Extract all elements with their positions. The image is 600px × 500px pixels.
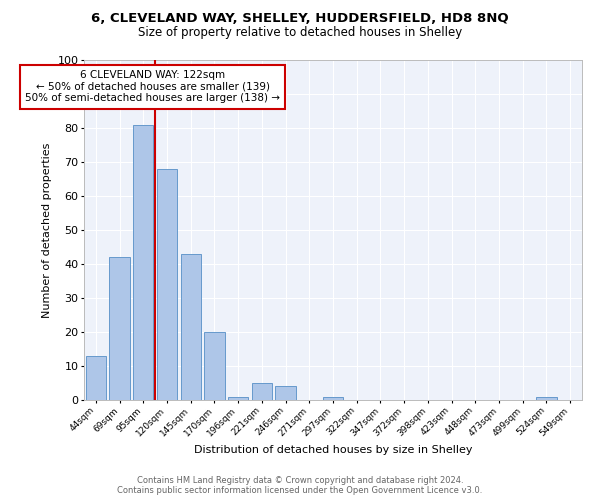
Bar <box>86 356 106 400</box>
Bar <box>157 169 177 400</box>
Bar <box>133 124 154 400</box>
Text: 6, CLEVELAND WAY, SHELLEY, HUDDERSFIELD, HD8 8NQ: 6, CLEVELAND WAY, SHELLEY, HUDDERSFIELD,… <box>91 12 509 26</box>
Bar <box>252 383 272 400</box>
Text: 6 CLEVELAND WAY: 122sqm
← 50% of detached houses are smaller (139)
50% of semi-d: 6 CLEVELAND WAY: 122sqm ← 50% of detache… <box>25 70 280 103</box>
Bar <box>109 257 130 400</box>
Bar <box>275 386 296 400</box>
Text: Size of property relative to detached houses in Shelley: Size of property relative to detached ho… <box>138 26 462 39</box>
Y-axis label: Number of detached properties: Number of detached properties <box>42 142 52 318</box>
Bar <box>323 396 343 400</box>
Text: Contains HM Land Registry data © Crown copyright and database right 2024.
Contai: Contains HM Land Registry data © Crown c… <box>118 476 482 495</box>
Bar <box>181 254 201 400</box>
Bar <box>536 396 557 400</box>
Bar <box>205 332 224 400</box>
X-axis label: Distribution of detached houses by size in Shelley: Distribution of detached houses by size … <box>194 444 472 454</box>
Bar <box>228 396 248 400</box>
